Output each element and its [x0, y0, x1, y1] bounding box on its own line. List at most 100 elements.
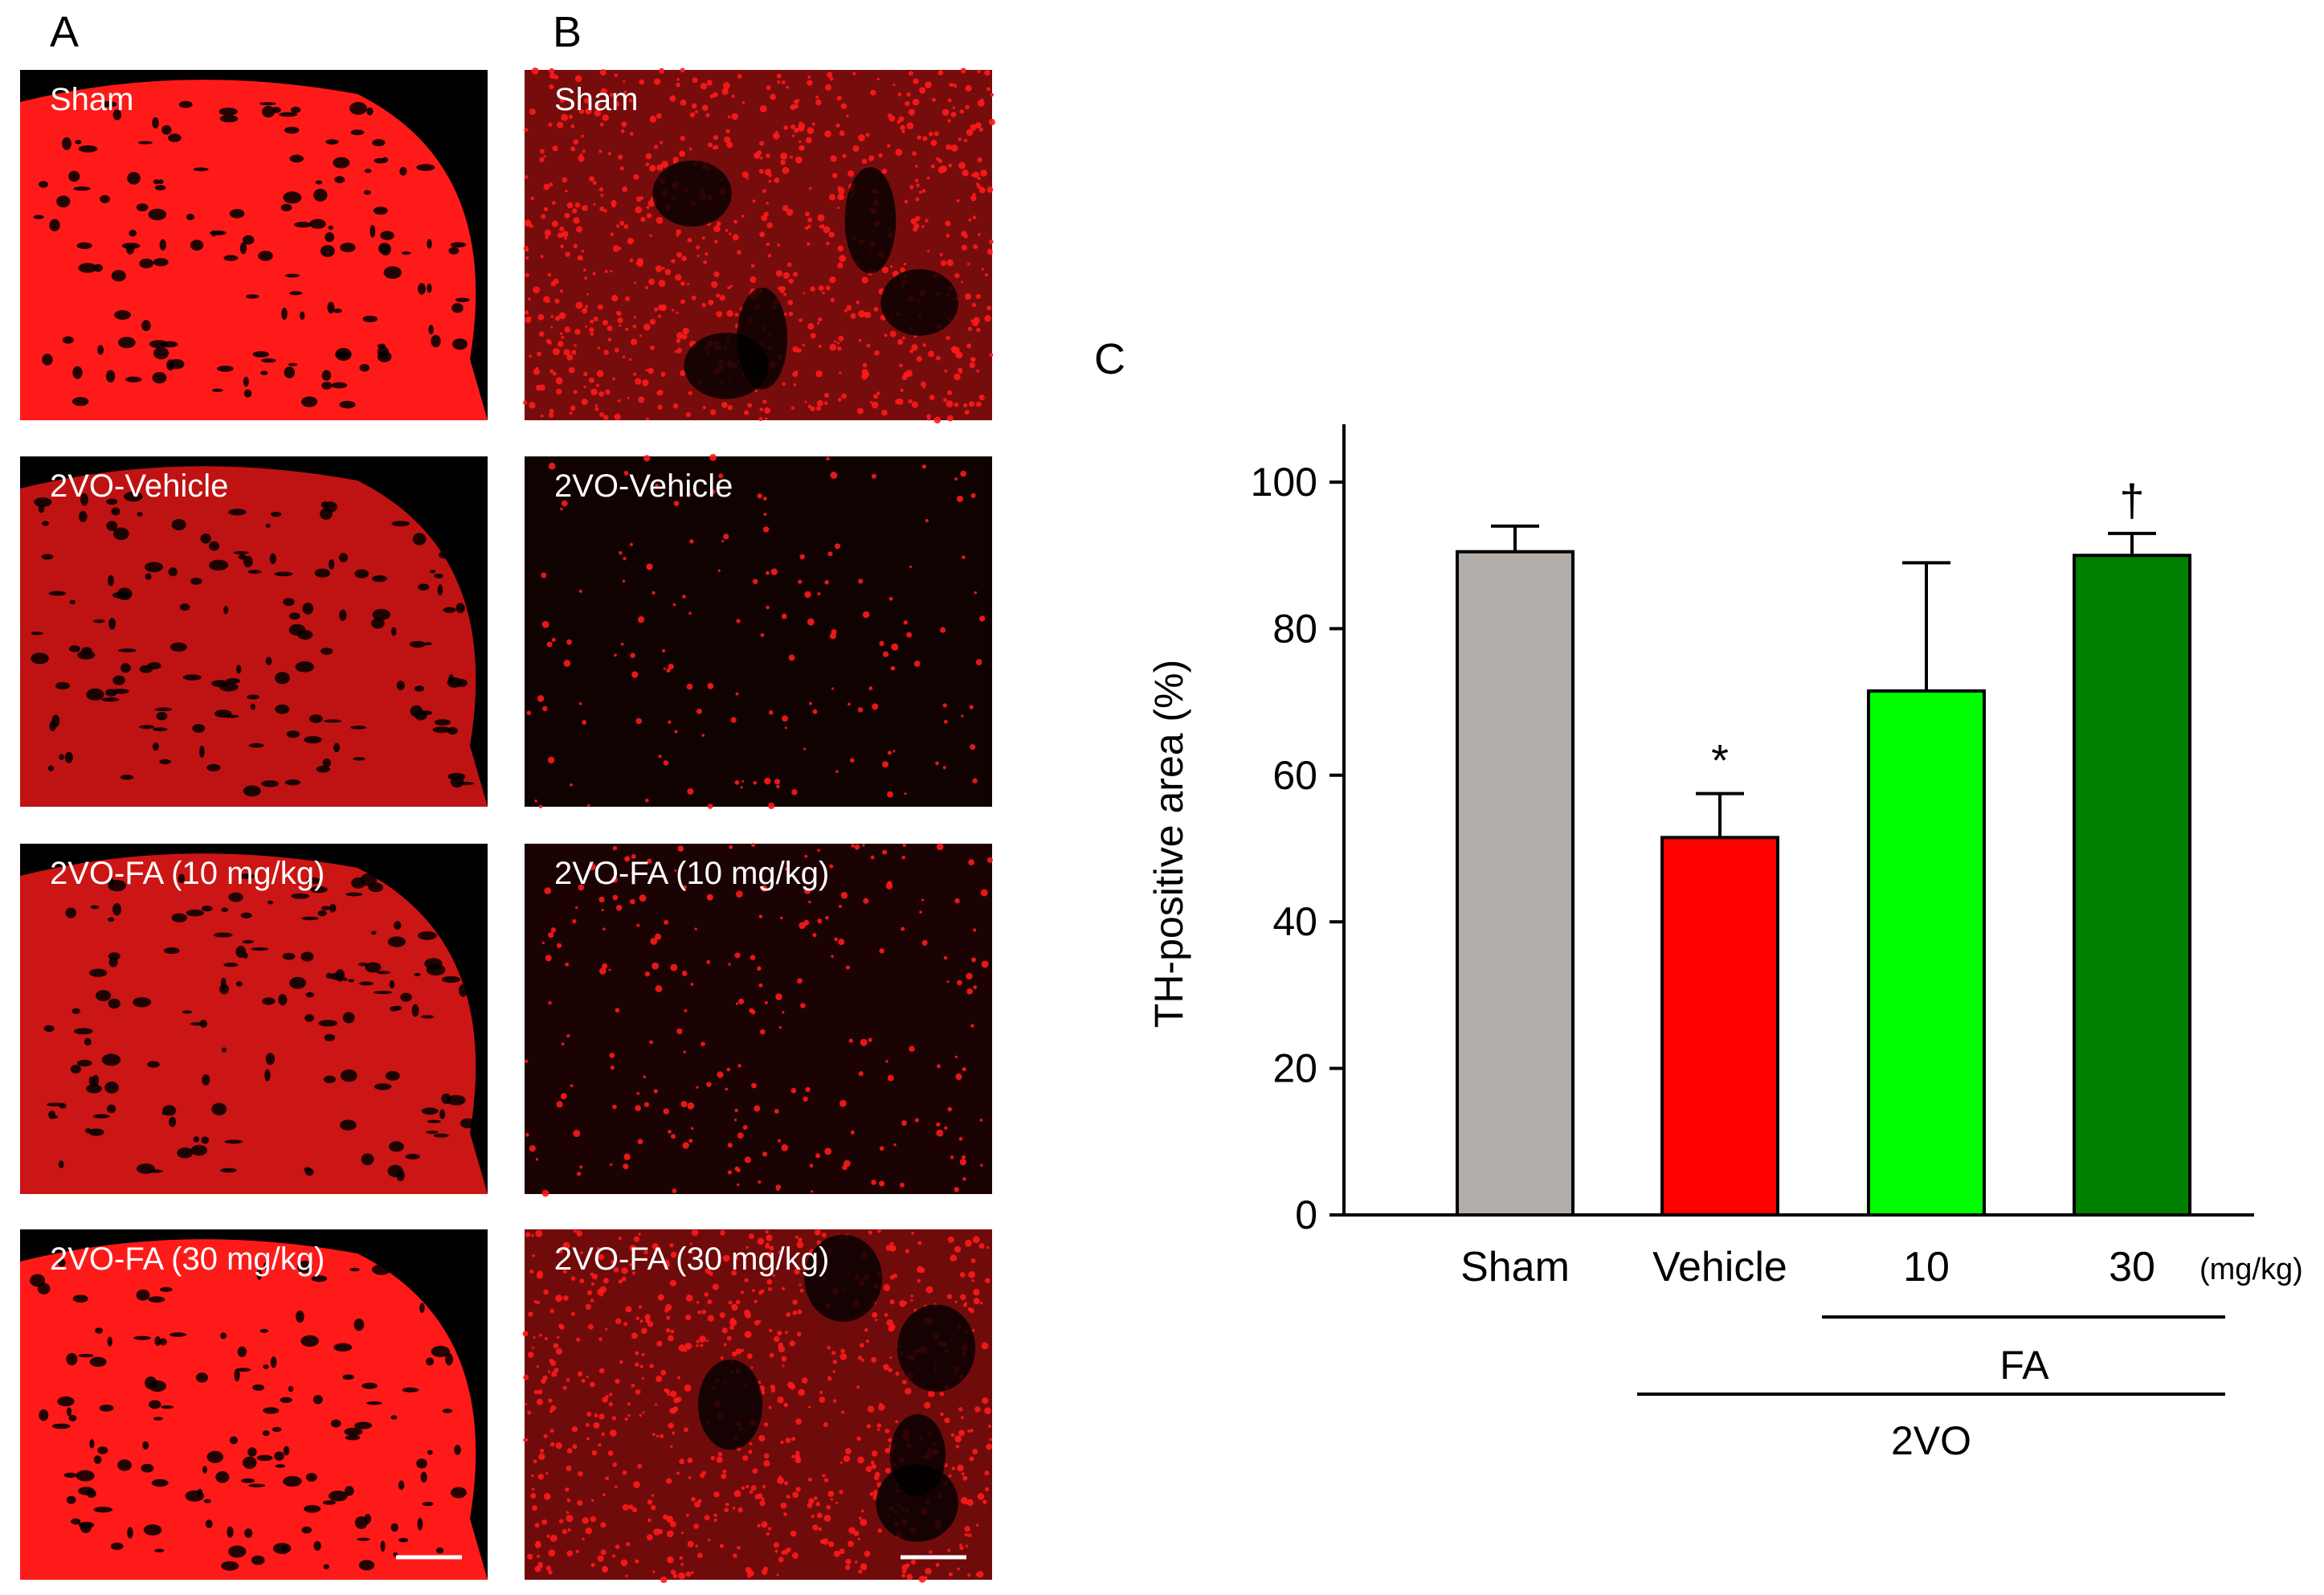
fiber-dot	[558, 1249, 563, 1254]
fiber-dot	[555, 1294, 563, 1303]
fiber-dot	[647, 858, 652, 864]
fiber-dot	[646, 1534, 653, 1541]
fiber-dot	[888, 1325, 895, 1332]
dark-spot	[396, 681, 405, 690]
dark-spot	[235, 946, 247, 959]
fiber-dot	[623, 556, 627, 561]
dark-spot	[116, 587, 133, 600]
fiber-dot	[721, 1473, 727, 1479]
fiber-dot	[919, 1267, 925, 1274]
fiber-dot	[862, 362, 868, 368]
fiber-dot	[769, 1245, 774, 1251]
fiber-dot	[781, 1286, 786, 1290]
fiber-dot	[672, 157, 679, 163]
fiber-dot	[839, 1461, 843, 1464]
fiber-dot	[587, 1323, 594, 1330]
fiber-dot	[647, 1518, 651, 1523]
fiber-dot	[622, 355, 626, 359]
fiber-dot	[742, 1125, 748, 1131]
fiber-dot	[707, 682, 714, 689]
fiber-dot	[792, 1491, 799, 1499]
fiber-dot	[658, 280, 666, 288]
fiber-dot	[978, 1242, 985, 1249]
fiber-dot	[757, 1237, 765, 1245]
dark-spot	[451, 338, 468, 350]
dark-spot	[371, 618, 385, 629]
dark-spot	[51, 714, 60, 728]
fiber-dot	[888, 596, 893, 601]
fiber-dot	[888, 1438, 893, 1443]
fiber-dot	[839, 255, 847, 263]
dark-spot	[95, 1327, 104, 1334]
fiber-dot	[666, 668, 671, 673]
fiber-dot	[732, 1507, 736, 1510]
fiber-dot	[946, 400, 954, 408]
fiber-dot	[807, 127, 815, 134]
dark-spot	[419, 1303, 425, 1314]
dark-spot	[321, 370, 332, 381]
fiber-dot	[864, 1550, 871, 1557]
fiber-dot	[598, 391, 605, 397]
dark-spot	[89, 1439, 95, 1449]
fiber-dot	[525, 1403, 528, 1406]
dark-spot	[258, 251, 273, 261]
fiber-dot	[945, 220, 951, 227]
dark-spot	[152, 742, 159, 751]
fiber-dot	[706, 959, 711, 964]
fiber-dot	[726, 141, 733, 149]
fiber-dot	[729, 1317, 736, 1323]
fiber-dot	[824, 394, 828, 397]
fiber-dot	[939, 252, 943, 256]
fiber-dot	[543, 207, 549, 211]
dark-spot	[58, 1160, 64, 1169]
fiber-dot	[942, 766, 946, 770]
dark-spot	[453, 1327, 468, 1333]
fiber-dot	[697, 1552, 703, 1559]
fiber-dot	[655, 985, 663, 992]
fiber-dot	[977, 99, 985, 107]
fiber-dot	[795, 1235, 798, 1239]
fiber-dot	[811, 1190, 814, 1193]
dark-spot	[125, 376, 142, 382]
dark-spot	[129, 229, 137, 237]
dark-spot	[68, 645, 80, 652]
bar-10	[1867, 689, 1986, 1217]
fiber-dot	[801, 1377, 808, 1384]
fiber-dot	[857, 1537, 861, 1541]
fiber-dot	[600, 88, 607, 96]
fiber-dot	[780, 1440, 784, 1445]
fiber-dot	[978, 233, 981, 236]
fiber-dot	[725, 129, 730, 133]
fiber-dot	[594, 403, 598, 407]
fiber-dot	[598, 411, 604, 417]
fiber-dot	[585, 1527, 593, 1535]
fiber-dot	[761, 885, 768, 892]
dark-spot	[412, 533, 427, 546]
dark-spot	[427, 283, 432, 293]
dark-spot	[390, 627, 397, 636]
dark-spot	[78, 145, 98, 153]
dark-spot	[321, 501, 329, 509]
fiber-dot	[719, 1544, 725, 1548]
fiber-dot	[540, 1448, 545, 1454]
dark-spot	[72, 366, 83, 379]
fiber-dot	[733, 219, 738, 224]
fiber-dot	[744, 1278, 749, 1282]
fiber-dot	[570, 1084, 574, 1088]
dark-spot	[69, 599, 76, 605]
dark-spot	[311, 1275, 328, 1282]
fiber-dot	[710, 1455, 716, 1461]
fiber-dot	[671, 309, 675, 312]
fiber-dot	[975, 659, 982, 665]
dark-spot	[268, 900, 274, 905]
fiber-dot	[799, 554, 805, 560]
fiber-dot	[817, 317, 823, 322]
dark-spot	[97, 345, 104, 355]
fiber-dot	[680, 136, 686, 141]
fiber-dot	[916, 356, 922, 362]
fiber-dot	[791, 1552, 798, 1560]
dark-spot	[159, 1286, 173, 1292]
fiber-dot	[561, 113, 569, 121]
fiber-dot	[729, 845, 733, 849]
dark-spot	[284, 273, 300, 278]
